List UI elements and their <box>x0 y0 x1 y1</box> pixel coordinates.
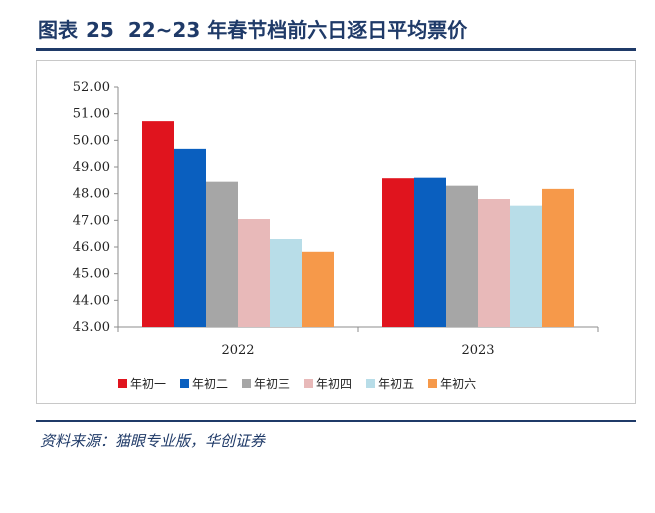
legend-item: 年初一 <box>118 375 166 392</box>
bar-2023-年初四 <box>478 199 510 327</box>
bar-2023-年初一 <box>382 178 414 327</box>
legend-swatch <box>118 379 127 388</box>
legend-swatch <box>428 379 438 388</box>
bar-2022-年初二 <box>174 148 206 327</box>
legend-item: 年初五 <box>366 375 414 392</box>
y-tick-label: 48.00 <box>73 187 110 202</box>
legend-swatch <box>366 379 376 388</box>
bar-2023-年初五 <box>510 205 542 327</box>
bar-2022-年初五 <box>270 239 302 327</box>
figure-title-text: 22~23 年春节档前六日逐日平均票价 <box>127 18 468 42</box>
y-tick-label: 51.00 <box>73 107 110 122</box>
y-tick-label: 44.00 <box>73 293 110 308</box>
bar-2022-年初四 <box>238 219 270 327</box>
source-divider <box>36 420 636 422</box>
y-tick-label: 45.00 <box>73 267 110 282</box>
legend-label: 年初二 <box>192 377 229 391</box>
y-tick-label: 43.00 <box>73 320 110 335</box>
figure-title: 图表 25 22~23 年春节档前六日逐日平均票价 <box>38 14 467 43</box>
y-tick-label: 50.00 <box>73 133 110 148</box>
chart-legend: 年初一 年初二 年初三 年初四 年初五 年初六 <box>118 375 476 392</box>
legend-label: 年初四 <box>316 377 353 391</box>
y-tick-label: 46.00 <box>73 240 110 255</box>
legend-label: 年初一 <box>130 377 167 391</box>
legend-item: 年初三 <box>242 375 290 392</box>
y-tick-label: 52.00 <box>73 80 110 95</box>
legend-label: 年初五 <box>378 377 415 391</box>
legend-swatch <box>304 379 314 388</box>
y-tick-label: 47.00 <box>73 213 110 228</box>
x-tick-label: 2022 <box>221 343 254 358</box>
chart-frame <box>36 60 636 404</box>
legend-item: 年初六 <box>428 375 476 392</box>
bar-2023-年初二 <box>414 177 446 327</box>
legend-label: 年初三 <box>254 377 291 391</box>
source-note: 资料来源：猫眼专业版，华创证券 <box>40 432 266 450</box>
title-divider <box>36 48 636 51</box>
legend-swatch <box>180 379 190 388</box>
bar-2023-年初三 <box>446 185 478 327</box>
legend-item: 年初二 <box>180 375 228 392</box>
y-tick-label: 49.00 <box>73 160 110 175</box>
bar-2022-年初六 <box>302 251 334 327</box>
x-tick-label: 2023 <box>461 343 494 358</box>
bar-2023-年初六 <box>542 188 574 327</box>
bar-2022-年初三 <box>206 181 238 327</box>
legend-item: 年初四 <box>304 375 352 392</box>
bar-2022-年初一 <box>142 121 174 327</box>
legend-label: 年初六 <box>440 377 477 391</box>
legend-swatch <box>242 379 252 388</box>
figure-label: 图表 <box>38 18 78 42</box>
figure-number: 25 <box>86 18 114 42</box>
